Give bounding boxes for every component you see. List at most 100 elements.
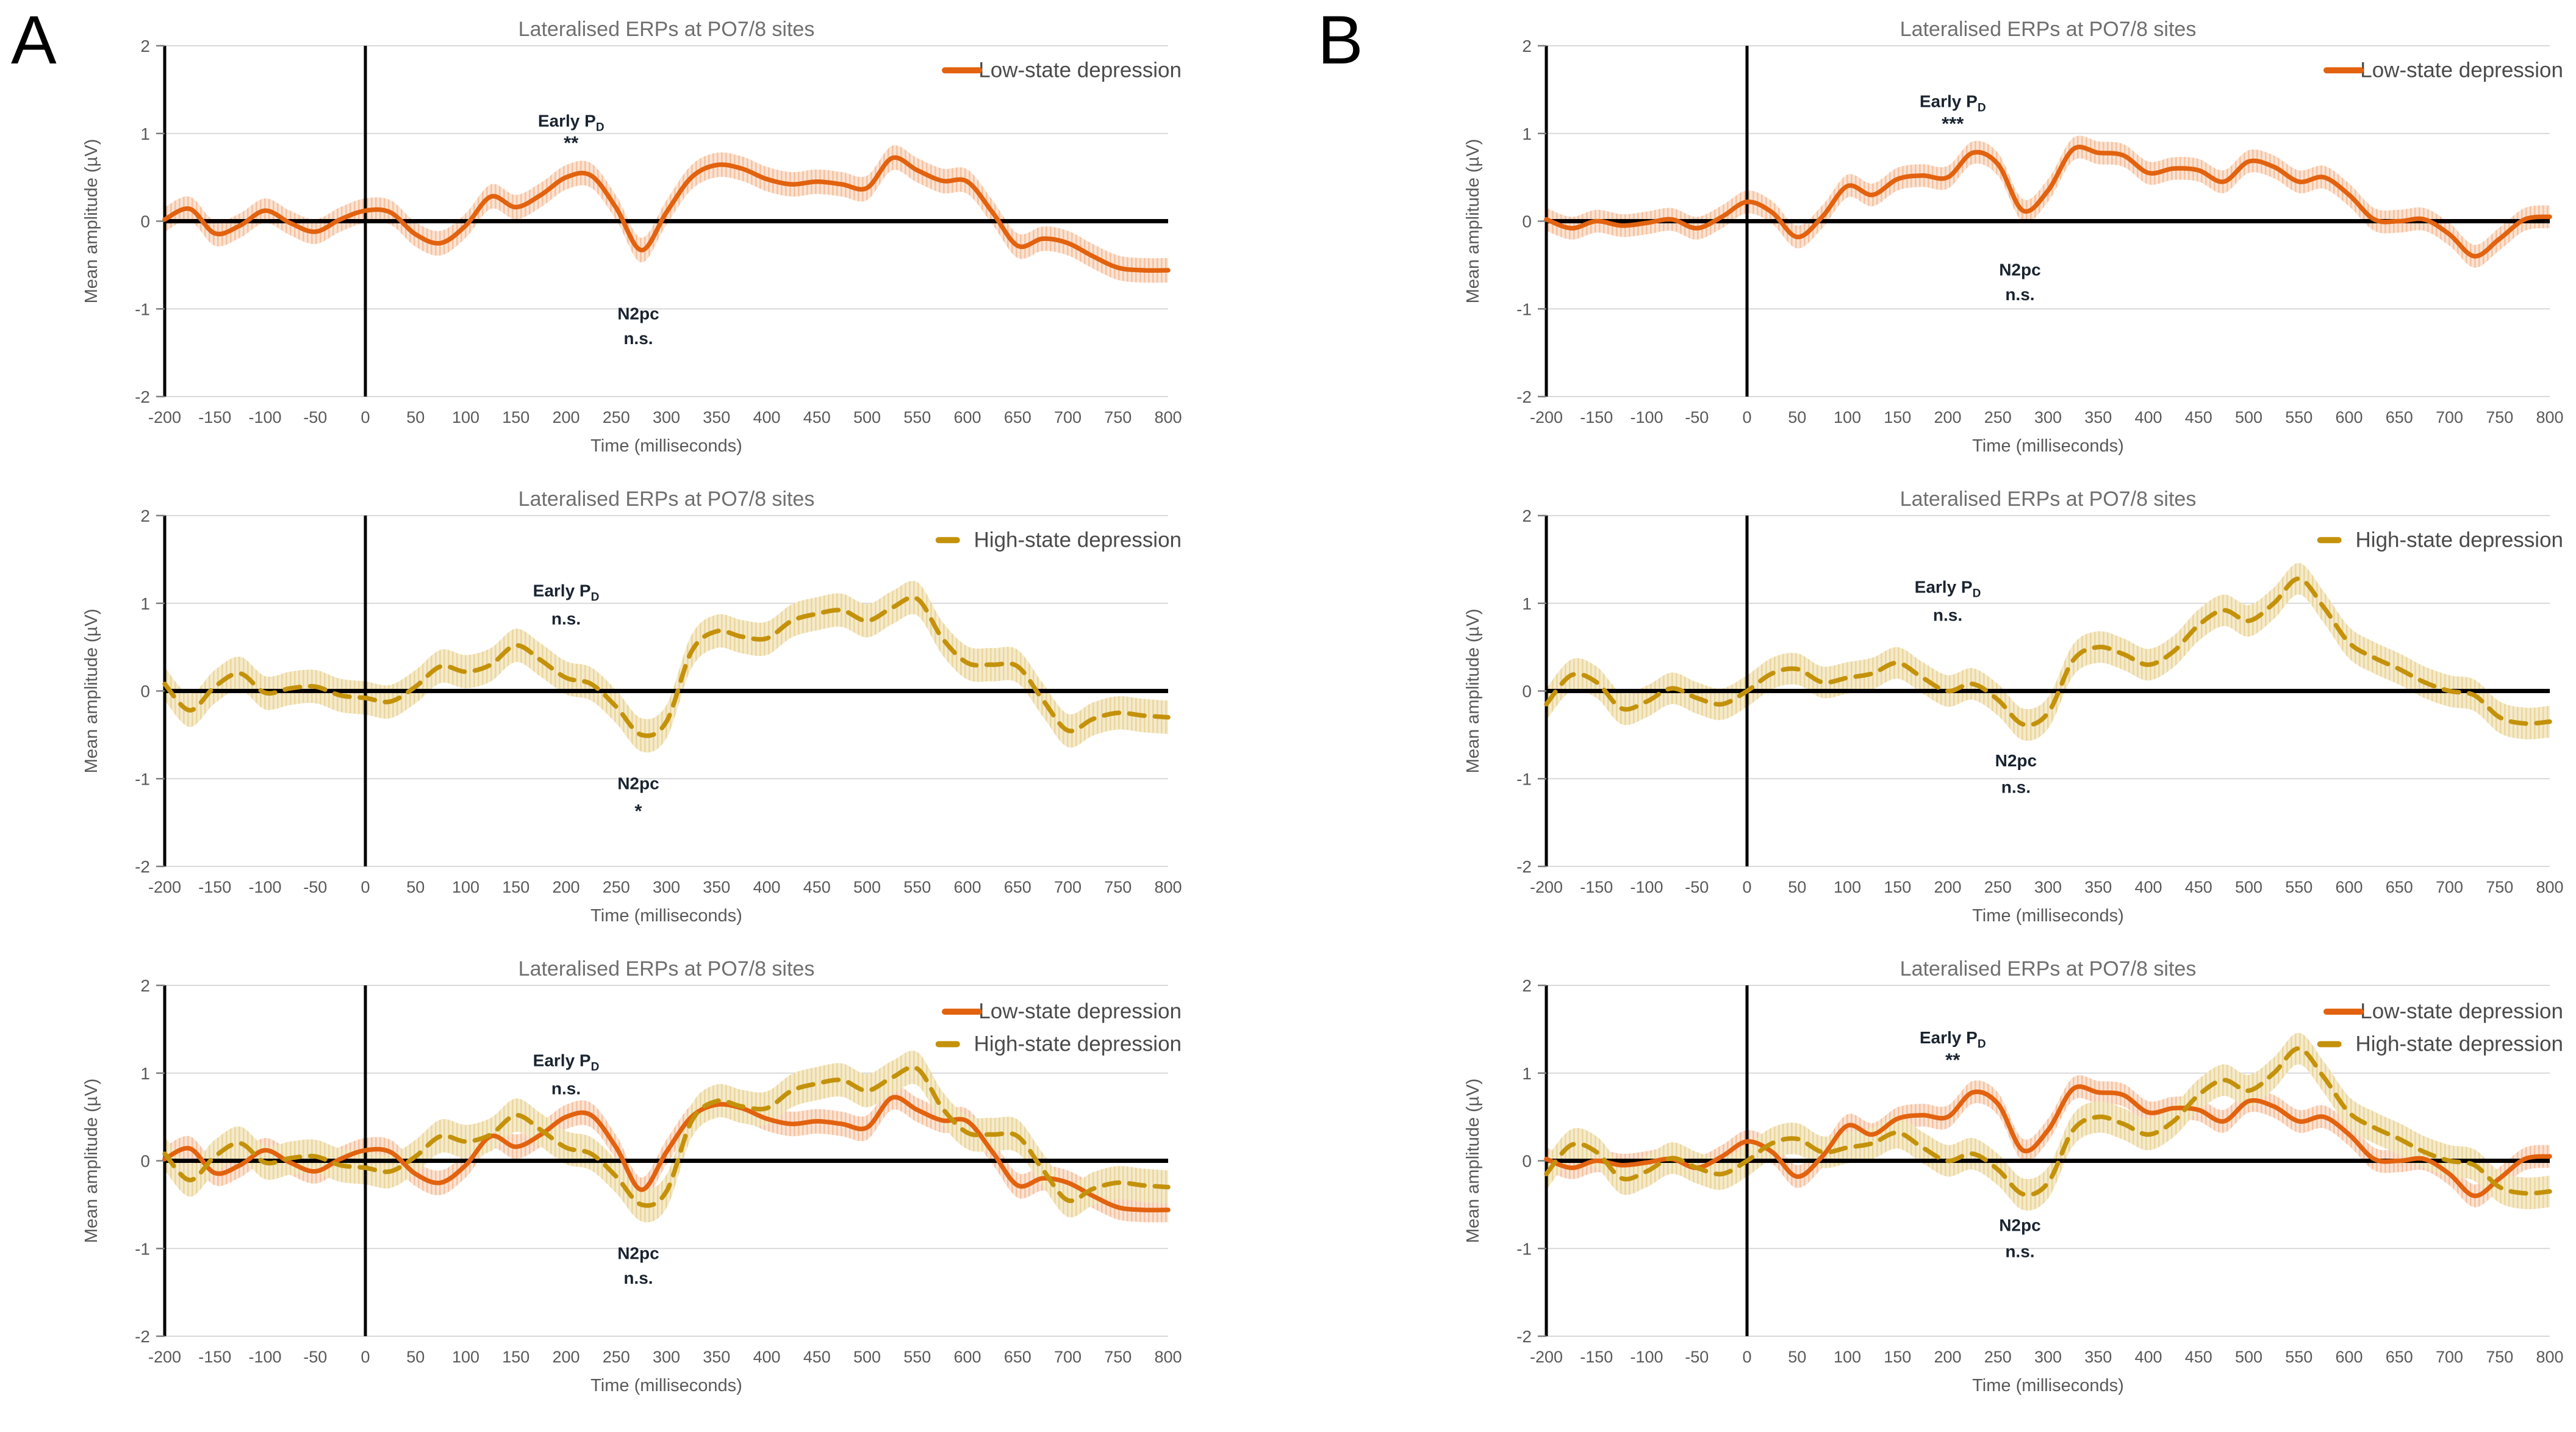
confidence-band-low <box>1546 135 2550 268</box>
x-tick-label: -150 <box>198 878 231 896</box>
confidence-band-high <box>1546 563 2550 741</box>
x-tick-label: 50 <box>1788 1348 1806 1366</box>
x-tick-label: 550 <box>903 878 931 896</box>
y-tick-label: 1 <box>140 124 150 143</box>
x-tick-label: 200 <box>552 1348 579 1366</box>
annotation-n2pc: N2pc <box>1999 261 2040 279</box>
y-tick-label: 2 <box>1522 976 1532 995</box>
legend-label-high-state: High-state depression <box>2356 1032 2563 1056</box>
x-tick-label: 0 <box>361 408 370 426</box>
y-tick-label: -1 <box>1516 769 1532 788</box>
x-tick-label: 300 <box>653 878 680 896</box>
y-axis-title: Mean amplitude (µV) <box>82 139 101 304</box>
x-tick-label: 650 <box>1004 408 1031 426</box>
x-tick-label: 250 <box>603 1348 630 1366</box>
panel-label-B: B <box>1318 2 1363 78</box>
erp-chart-A3: Lateralised ERPs at PO7/8 sites 2 1 0 -1 -2 -2… <box>34 949 1193 1403</box>
y-axis-title: Mean amplitude (µV) <box>82 1079 101 1243</box>
x-tick-label: 200 <box>552 408 579 426</box>
legend-label-low-state: Low-state depression <box>978 999 1182 1023</box>
annotation-ns: n.s. <box>2001 777 2031 796</box>
x-tick-label: -50 <box>303 1348 327 1366</box>
x-tick-label: 700 <box>1054 408 1082 426</box>
y-tick-label: 0 <box>140 212 150 231</box>
y-axis-title: Mean amplitude (µV) <box>1463 609 1483 774</box>
x-tick-label: -150 <box>198 1348 231 1366</box>
x-tick-label: 150 <box>502 1348 529 1366</box>
x-tick-label: 150 <box>502 408 529 426</box>
x-tick-label: 650 <box>2386 878 2413 896</box>
annotation-n2pc: N2pc <box>1995 751 2037 770</box>
x-tick-label: 500 <box>2235 1348 2262 1366</box>
x-tick-label: -150 <box>198 408 231 426</box>
x-tick-label: -150 <box>1580 408 1613 426</box>
x-tick-label: 400 <box>2134 878 2162 896</box>
erp-plot-svg-A3: Lateralised ERPs at PO7/8 sites 2 1 0 -1 -2 -2… <box>82 957 1182 1395</box>
x-tick-label: 450 <box>803 1348 831 1366</box>
y-tick-label: -2 <box>135 1327 150 1346</box>
x-tick-label: 200 <box>1934 408 1961 426</box>
x-tick-label: 100 <box>1834 408 1861 426</box>
annotation-: ** <box>564 132 579 154</box>
annotation-ns: n.s. <box>623 329 653 348</box>
x-tick-label: 750 <box>1104 1348 1132 1366</box>
x-tick-label: 700 <box>2436 1348 2463 1366</box>
y-axis-title: Mean amplitude (µV) <box>82 609 101 774</box>
x-tick-label: 450 <box>803 878 831 896</box>
x-tick-label: -100 <box>248 408 281 426</box>
x-tick-label: 150 <box>1884 408 1911 426</box>
series-line-low-state <box>1544 1084 2552 1198</box>
erp-plot-svg-A1: Lateralised ERPs at PO7/8 sites 2 1 0 -1 -2 -2… <box>82 18 1182 456</box>
y-tick-label: 1 <box>1522 1064 1532 1083</box>
x-axis-title: Time (milliseconds) <box>1972 1376 2124 1395</box>
x-tick-label: 800 <box>1154 1348 1182 1366</box>
x-tick-label: 200 <box>1934 878 1961 896</box>
x-tick-label: 350 <box>703 878 730 896</box>
chart-title: Lateralised ERPs at PO7/8 sites <box>1900 488 2197 511</box>
annotation-ns: n.s. <box>2005 285 2034 304</box>
x-tick-label: 600 <box>953 408 981 426</box>
x-tick-label: 750 <box>1104 878 1132 896</box>
x-tick-label: 100 <box>452 878 479 896</box>
x-tick-label: 400 <box>753 408 780 426</box>
x-tick-label: 750 <box>2486 1348 2513 1366</box>
x-tick-label: 50 <box>1788 878 1806 896</box>
x-tick-label: 400 <box>2134 1348 2162 1366</box>
annotation-earlyp: Early PD <box>533 1051 600 1073</box>
erp-chart-B2: Lateralised ERPs at PO7/8 sites 2 1 0 -1 -2 -2… <box>1415 479 2574 934</box>
x-tick-label: 800 <box>1154 408 1182 426</box>
y-tick-label: 2 <box>140 506 150 525</box>
legend-label-low-state: Low-state depression <box>2360 58 2563 82</box>
x-tick-label: 0 <box>1742 878 1751 896</box>
x-tick-label: 450 <box>2185 1348 2212 1366</box>
y-tick-label: 1 <box>140 1064 150 1083</box>
x-tick-label: 300 <box>2034 878 2062 896</box>
confidence-band-low <box>1546 1075 2550 1207</box>
annotation-earlyp: Early PD <box>1920 92 1986 115</box>
annotation-earlyp: Early PD <box>533 581 600 603</box>
y-tick-label: -1 <box>135 1239 150 1258</box>
x-tick-label: 100 <box>1834 878 1861 896</box>
x-tick-label: 550 <box>2285 408 2312 426</box>
x-tick-label: -200 <box>1530 878 1563 896</box>
x-tick-label: 300 <box>2034 1348 2062 1366</box>
x-tick-label: 500 <box>2235 878 2262 896</box>
annotation-ns: n.s. <box>2005 1242 2034 1261</box>
annotation-: ** <box>1945 1049 1961 1070</box>
legend-label-low-state: Low-state depression <box>978 58 1182 82</box>
x-tick-label: 650 <box>1004 878 1031 896</box>
chart-title: Lateralised ERPs at PO7/8 sites <box>518 488 815 511</box>
x-tick-label: 750 <box>1104 408 1132 426</box>
y-tick-label: 2 <box>1522 37 1532 56</box>
annotation-earlyp: Early PD <box>1915 578 1981 600</box>
y-tick-label: 2 <box>140 976 150 995</box>
x-tick-label: 350 <box>2084 408 2112 426</box>
annotation-ns: n.s. <box>623 1268 653 1287</box>
x-tick-label: -200 <box>148 1348 181 1366</box>
x-tick-label: -200 <box>148 878 181 896</box>
x-tick-label: 800 <box>2536 878 2563 896</box>
x-tick-label: -100 <box>1630 1348 1663 1366</box>
series-line-high-state <box>1544 576 2552 727</box>
x-tick-label: 700 <box>2436 878 2463 896</box>
y-tick-label: 0 <box>140 682 150 701</box>
